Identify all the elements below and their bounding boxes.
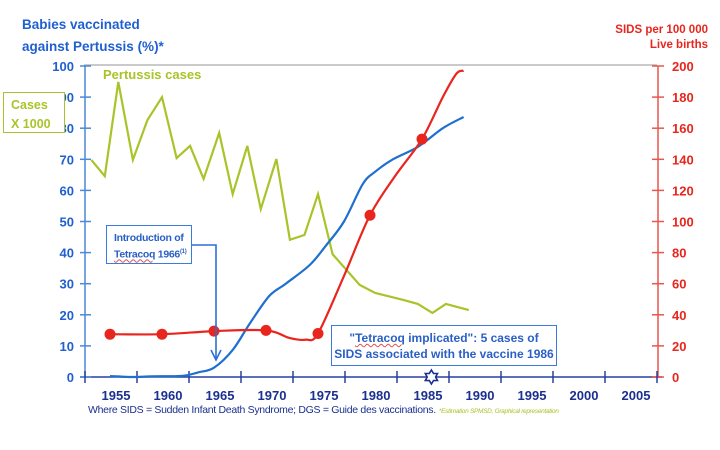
introduction-year: 1966 [155, 248, 180, 261]
x-tick-label: 1970 [258, 388, 287, 403]
sids-marker-point [312, 327, 324, 339]
introduction-annotation-box: Introduction of Tetracoq 1966(1) [106, 225, 192, 264]
x-tick-label: 2000 [570, 388, 599, 403]
pertussis-cases-line [90, 81, 470, 315]
x-tick-label: 1960 [154, 388, 183, 403]
sids-marker-point [208, 325, 220, 337]
right-axis-title-line1: SIDS per 100 000 [615, 24, 708, 36]
right-tick-label: 140 [672, 152, 694, 167]
sids-rate-line [109, 69, 465, 342]
right-tick-label: 60 [672, 277, 686, 292]
right-tick-label: 120 [672, 183, 694, 198]
left-tick-label: 70 [60, 152, 74, 167]
right-axis-title-line2: Live births [650, 39, 708, 51]
right-tick-label: 20 [672, 339, 686, 354]
x-axis-ticks: 1955 1960 1965 1970 1975 1980 1985 1990 1995 2000… [84, 371, 658, 403]
sids-marker-point [156, 328, 168, 340]
right-tick-label: 160 [672, 121, 694, 136]
left-tick-label: 60 [60, 183, 74, 198]
right-tick-label: 180 [672, 90, 694, 105]
implicated-line2: SIDS associated with the vaccine 1986 [334, 347, 554, 361]
star-burst-shape [423, 368, 439, 386]
introduction-arrowhead [210, 349, 222, 362]
cases-label-line2: X 1000 [11, 117, 51, 131]
implicated-line1: "Tetracoq implicated": 5 cases of [349, 331, 539, 345]
introduction-footnote-ref: (1) [179, 249, 187, 255]
tetracoq-word: Tetracoq [114, 248, 156, 261]
x-tick-label: 1975 [310, 388, 339, 403]
right-tick-label: 80 [672, 246, 686, 261]
left-axis-title-line2: against Pertussis (%)* [22, 39, 165, 54]
x-tick-label: 1990 [466, 388, 495, 403]
implicated-annotation-box: "Tetracoq implicated": 5 cases of SIDS a… [331, 325, 557, 366]
x-tick-label: 1985 [414, 388, 443, 403]
introduction-line1: Introduction of [114, 232, 184, 244]
x-tick-label: 1955 [102, 388, 131, 403]
right-axis-ticks: 0 20 40 60 80 100 120 140 160 180 200 [652, 59, 694, 385]
footnote-text: Where SIDS = Sudden Infant Death Syndrom… [88, 404, 436, 416]
left-tick-label: 50 [60, 215, 74, 230]
x-tick-label: 2005 [622, 388, 651, 403]
x-tick-label: 1995 [518, 388, 547, 403]
x-tick-label: 1965 [206, 388, 235, 403]
pertussis-series-label: Pertussis cases [103, 67, 201, 82]
vaccinated-percent-line [109, 116, 465, 379]
footnote-estimation-note: *Estimation SPMSD, Graphical representat… [438, 408, 559, 415]
right-tick-label: 0 [672, 370, 679, 385]
sids-marker-point [364, 209, 376, 221]
left-tick-label: 10 [60, 339, 74, 354]
cases-axis-label: Cases X 1000 [3, 92, 65, 133]
left-tick-label: 0 [67, 370, 74, 385]
sids-marker-point [104, 328, 116, 340]
sids-marker-point [416, 133, 428, 145]
sids-marker-point [260, 324, 272, 336]
right-tick-label: 40 [672, 308, 686, 323]
right-tick-label: 200 [672, 59, 694, 74]
left-tick-label: 40 [60, 246, 74, 261]
left-tick-label: 20 [60, 308, 74, 323]
introduction-arrow [192, 244, 217, 360]
introduction-line2: Tetracoq 1966(1) [114, 245, 191, 262]
footnote: Where SIDS = Sudden Infant Death Syndrom… [88, 404, 559, 416]
left-tick-label: 100 [52, 59, 74, 74]
left-tick-label: 30 [60, 277, 74, 292]
left-axis-title-line1: Babies vaccinated [22, 17, 140, 32]
right-tick-label: 100 [672, 215, 694, 230]
star-burst-icon [423, 368, 439, 386]
x-tick-label: 1980 [362, 388, 391, 403]
cases-label-line1: Cases [11, 98, 48, 112]
